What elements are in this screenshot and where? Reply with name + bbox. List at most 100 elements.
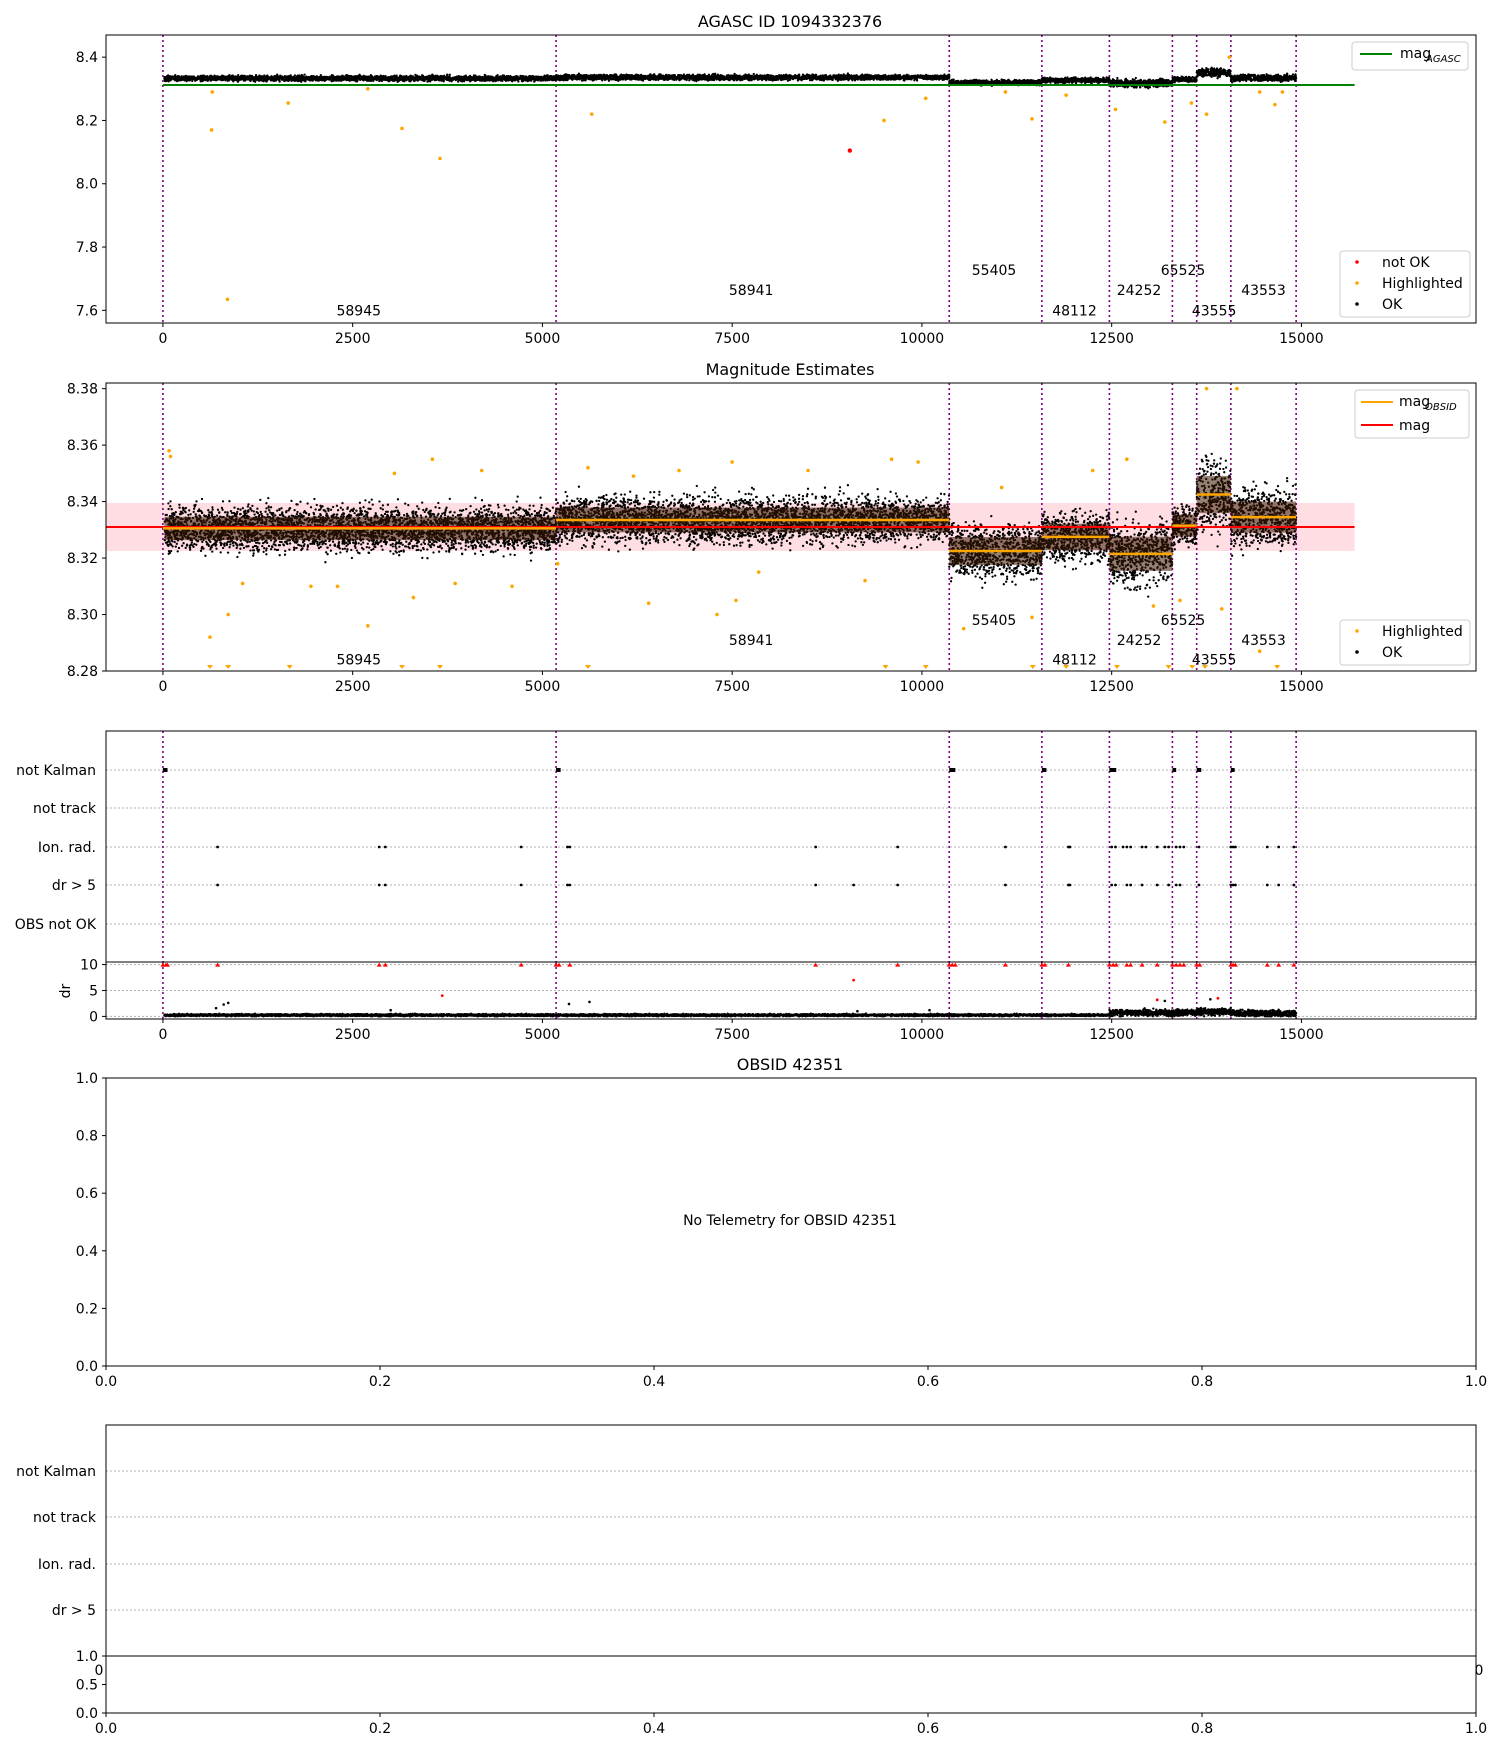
ok-point [429,80,432,83]
ok-point [349,75,353,79]
ok-point [414,73,417,77]
ok-point [245,77,249,80]
ok-point [395,74,398,77]
ok-point [379,74,382,77]
ok-point [244,79,247,82]
ok-point [279,74,282,77]
ok-point [316,79,319,82]
ok-point [186,77,189,81]
ok-point [308,78,312,81]
ok-point [170,77,174,80]
ok-point [512,78,515,81]
ok-point [351,78,355,81]
ok-point [319,78,322,82]
ok-point [473,76,477,79]
ok-point [390,76,394,79]
ok-point [396,80,399,83]
ok-point [261,78,265,81]
ok-point [231,77,235,80]
ok-point [431,76,434,79]
ok-point [319,74,322,77]
ok-point [248,75,252,79]
ok-point [359,77,362,80]
ok-point [332,79,335,82]
ok-point [240,75,244,78]
ok-point [272,77,275,80]
ok-point [477,75,480,78]
ok-point [253,78,256,81]
ok-point [544,75,547,78]
ok-point [369,77,372,80]
ok-point [471,78,474,81]
ok-point [607,79,611,82]
ok-point [345,74,348,77]
ok-point [338,77,341,80]
ok-point [409,74,412,78]
ok-point [334,79,338,82]
ok-point [861,73,864,76]
ok-point [448,73,451,76]
ok-point [260,75,263,78]
ok-point [436,76,439,79]
ok-point [293,79,296,82]
ok-point [552,79,555,82]
ok-point [349,78,352,81]
ok-point [494,77,498,80]
ok-point [163,79,167,83]
ok-point [303,73,306,76]
ok-point [468,80,472,83]
ok-point [333,76,336,79]
ok-point [503,75,506,79]
ok-point [205,77,208,80]
ok-point [302,78,305,81]
ok-point [264,77,267,80]
panel-agasc-mag: AGASC ID 1094332376 58945589415540548112… [76,12,1477,347]
ok-point [250,74,254,78]
ok-point [214,75,217,78]
ok-point [382,78,385,81]
ok-point [369,79,372,82]
ok-point [440,78,443,81]
ok-point [323,77,326,80]
ok-point [378,79,381,83]
ok-point [375,78,378,82]
ok-point [279,77,282,80]
ok-point [467,77,471,80]
ok-point [535,77,538,80]
ok-point [366,75,369,79]
ok-point [505,76,509,79]
ok-point [464,74,467,77]
ok-point [383,76,386,79]
ok-point [423,78,427,81]
ok-point [194,79,197,82]
ok-point [365,77,368,81]
ok-point [488,77,492,80]
ok-point [448,77,451,80]
ok-point [192,75,196,78]
ok-point [298,77,301,81]
ok-point [214,77,217,81]
ok-point [173,77,176,80]
ok-point [388,76,392,79]
ok-point [287,75,290,78]
ok-point [254,74,258,77]
ok-point [197,75,200,78]
panel-title-agasc: AGASC ID 1094332376 [698,12,882,31]
ok-point [269,78,272,81]
ok-point [420,77,423,80]
ok-point [289,77,292,80]
ok-point [182,77,186,81]
ok-point [397,77,401,81]
ok-point [217,75,220,78]
ok-point [313,75,317,79]
ok-point [281,75,284,78]
ok-point [258,75,261,78]
ok-point [218,77,222,80]
ok-point [540,76,544,79]
ok-point [356,75,360,78]
ok-point [203,77,206,80]
ok-point [372,77,376,80]
ok-point [369,75,372,78]
ok-point [200,77,203,80]
ok-point [544,78,547,82]
